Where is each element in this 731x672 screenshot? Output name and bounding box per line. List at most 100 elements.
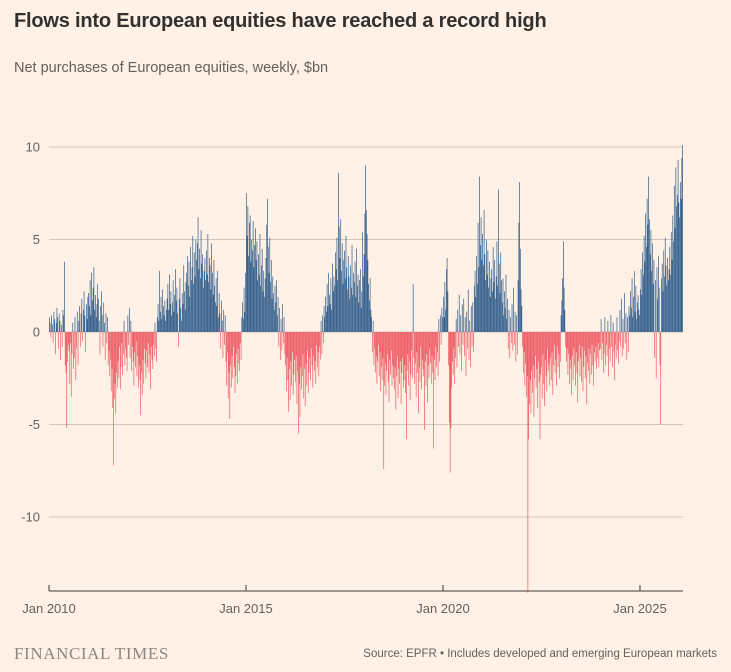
inflow-bar [505,274,507,332]
outflow-bar [429,332,431,349]
outflow-bar [580,332,582,358]
outflow-bar [311,332,313,366]
outflow-bar [225,332,227,362]
outflow-bar [317,332,319,353]
inflow-bar [353,282,355,332]
inflow-bar [221,300,222,332]
outflow-bar [423,332,425,377]
inflow-bar [479,176,480,332]
outflow-bar [82,332,83,342]
outflow-bar [121,332,123,344]
inflow-bar [561,300,563,332]
outflow-bar [112,332,114,408]
inflow-bar [206,274,208,332]
outflow-bar [236,332,238,384]
inflow-bar [178,298,180,332]
inflow-bar [616,317,618,332]
outflow-bar [236,332,237,355]
outflow-bar [550,332,551,358]
y-tick-label: 5 [33,232,40,247]
outflow-bar [318,332,320,377]
inflow-bar [205,250,207,332]
y-tick-label: -5 [28,417,40,432]
outflow-bar [134,332,136,353]
inflow-bar [632,317,634,332]
inflow-bar [372,320,374,332]
outflow-bar [389,332,391,360]
outflow-bar [115,332,117,414]
inflow-bar [209,258,210,332]
inflow-bar [356,285,358,332]
outflow-bar [464,332,465,357]
inflow-bar [658,256,659,332]
inflow-bar [443,317,445,332]
inflow-bar [486,274,488,332]
inflow-bar [649,254,651,332]
outflow-bar [178,332,179,347]
outflow-bar [116,332,117,373]
outflow-bar [614,332,616,381]
inflow-bar [335,252,336,332]
outflow-bar [70,332,71,344]
inflow-bar [669,246,671,332]
inflow-bar [163,315,165,332]
outflow-bar [110,332,111,360]
outflow-bar [538,332,539,362]
inflow-bar [246,235,248,332]
outflow-bar [617,332,619,351]
inflow-bar [325,296,326,332]
inflow-bar [203,270,205,332]
inflow-bar [491,269,493,332]
outflow-bar [437,332,439,377]
outflow-bar [611,332,613,347]
outflow-bar [278,332,280,347]
outflow-bar [566,332,568,349]
y-tick-label: 10 [26,140,40,155]
outflow-bar [586,332,588,405]
inflow-bar [270,282,271,332]
outflow-bar [228,332,230,373]
inflow-bar [199,278,201,332]
outflow-bar [381,332,382,368]
inflow-bar [504,291,505,332]
outflow-bar [119,332,120,347]
outflow-bar [566,332,567,362]
inflow-bar [628,306,630,332]
outflow-bar [383,332,385,469]
inflow-bar [274,285,276,332]
inflow-bar [202,254,203,332]
outflow-bar [415,332,416,364]
inflow-bar [472,302,474,332]
outflow-bar [71,332,73,355]
outflow-bar [421,332,423,360]
outflow-bar [534,332,536,379]
outflow-bar [573,332,575,349]
inflow-bar [483,209,485,332]
outflow-bar [65,332,67,373]
outflow-bar [125,332,126,349]
inflow-bar [641,295,643,332]
inflow-bar [636,302,638,332]
inflow-bar [104,322,105,332]
inflow-bar [259,233,261,332]
inflow-bar [212,272,213,332]
inflow-bar [642,252,643,332]
outflow-bar [125,332,127,358]
inflow-bar [444,282,446,332]
outflow-bar [372,332,373,353]
inflow-bar [492,246,494,332]
inflow-bar [674,228,676,332]
outflow-bar [69,332,71,384]
outflow-bar [572,332,573,357]
inflow-bar [252,221,254,332]
outflow-bar [406,332,408,371]
inflow-bar [250,261,252,332]
inflow-bar [248,256,249,332]
inflow-bar [191,267,193,332]
inflow-bar [198,269,200,332]
outflow-bar [417,332,419,373]
inflow-bar [344,250,345,332]
inflow-bar [327,306,329,332]
inflow-bar [92,300,93,332]
outflow-bar [153,332,155,357]
